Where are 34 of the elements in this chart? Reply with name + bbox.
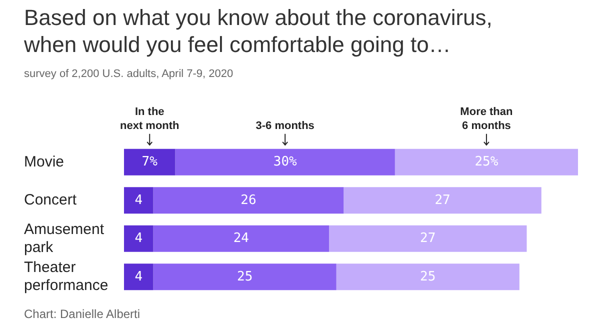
text: Chart: Danielle Alberti <box>24 307 140 321</box>
y-tick-label: Concert <box>24 192 78 209</box>
data-label: 27 <box>434 192 450 208</box>
bar <box>329 225 527 252</box>
bar <box>124 264 154 290</box>
series-label: 3-6 months <box>256 120 314 132</box>
data-label: 7% <box>142 154 158 170</box>
data-label: 30% <box>273 154 298 170</box>
bar <box>394 148 578 176</box>
bar <box>124 225 154 252</box>
bar <box>153 264 336 290</box>
data-label: 24 <box>233 231 250 246</box>
bar <box>124 148 176 176</box>
data-label: 25 <box>236 269 253 284</box>
data-label: 4 <box>134 192 143 208</box>
bar <box>153 225 330 252</box>
bar <box>336 264 520 290</box>
bar <box>124 187 154 214</box>
data-label: 25 <box>420 269 436 284</box>
series-label: In the next month <box>120 106 180 132</box>
y-tick-label: Theater performance <box>24 259 108 294</box>
data-label: 4 <box>134 269 143 284</box>
data-label: 26 <box>240 192 256 208</box>
chart-title: Based on what you know about the coronavirus, when would you feel comfortable going to… <box>24 4 494 58</box>
bar <box>153 187 344 214</box>
chart-subtitle: survey of 2,200 U.S. adults, April 7-9, 2020 <box>24 68 234 80</box>
bar <box>175 148 395 176</box>
data-label: 4 <box>134 231 143 246</box>
bar <box>344 187 542 214</box>
data-label: 25% <box>474 154 498 170</box>
y-tick-label: Movie <box>24 153 64 170</box>
y-tick-label: Amusement park <box>24 220 105 256</box>
data-label: 27 <box>420 231 436 246</box>
series-label: More than 6 months <box>460 106 514 132</box>
